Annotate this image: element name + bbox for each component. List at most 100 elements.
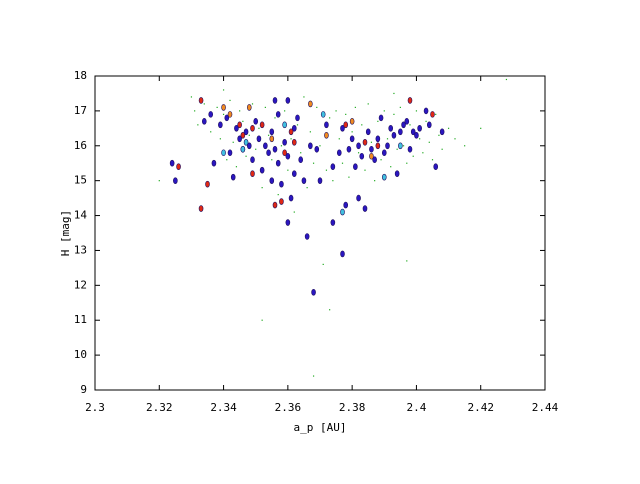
point <box>317 177 323 184</box>
point <box>362 205 368 212</box>
point <box>330 163 336 171</box>
point <box>407 145 413 153</box>
point <box>311 289 316 296</box>
point <box>330 219 336 226</box>
point <box>320 111 326 118</box>
point <box>365 128 371 136</box>
point <box>367 103 369 105</box>
point <box>340 208 345 216</box>
point <box>374 180 376 182</box>
point <box>221 149 226 157</box>
point <box>336 149 342 157</box>
point <box>316 106 318 108</box>
point <box>282 149 287 157</box>
point <box>205 180 210 188</box>
point <box>325 169 328 171</box>
point <box>464 145 466 147</box>
point <box>391 132 397 139</box>
point <box>362 138 368 146</box>
point <box>288 128 294 136</box>
point <box>406 162 408 164</box>
point <box>296 124 299 126</box>
point <box>279 198 284 205</box>
point <box>386 138 389 140</box>
point <box>308 100 313 108</box>
point <box>295 114 300 122</box>
point <box>246 142 252 150</box>
point <box>176 163 181 171</box>
point <box>375 142 381 150</box>
point <box>322 263 324 265</box>
y-tick-label: 12 <box>74 278 87 291</box>
point <box>242 120 244 122</box>
point <box>275 111 281 118</box>
point <box>272 201 278 209</box>
point <box>372 156 377 164</box>
point <box>227 149 233 157</box>
point <box>266 149 271 157</box>
x-tick-label: 2.3 <box>85 401 105 414</box>
point <box>227 111 233 118</box>
point <box>394 170 400 177</box>
point <box>407 97 413 104</box>
point <box>341 162 344 164</box>
point <box>340 250 345 258</box>
point <box>224 114 230 122</box>
point <box>272 97 278 104</box>
point <box>364 169 366 171</box>
point <box>380 159 382 161</box>
point <box>410 128 416 136</box>
point <box>319 145 321 147</box>
point <box>383 110 385 112</box>
point <box>272 145 278 153</box>
point <box>390 166 392 168</box>
point <box>256 135 262 143</box>
point <box>210 131 212 133</box>
x-tick-label: 2.38 <box>339 401 366 414</box>
point <box>377 120 379 122</box>
point <box>190 96 193 98</box>
point <box>324 121 329 129</box>
point <box>250 170 255 177</box>
point <box>369 152 374 160</box>
point <box>232 141 234 143</box>
point <box>246 104 252 111</box>
point <box>203 103 205 105</box>
point <box>417 125 422 132</box>
point <box>415 110 418 112</box>
point <box>243 138 249 146</box>
point <box>216 106 218 108</box>
point <box>290 138 292 140</box>
point <box>303 96 305 98</box>
point <box>245 155 247 157</box>
point <box>255 148 257 150</box>
point <box>298 156 304 164</box>
y-tick-label: 18 <box>74 69 87 82</box>
x-tick-label: 2.42 <box>467 401 494 414</box>
point <box>309 131 311 133</box>
point <box>431 159 434 161</box>
y-tick-label: 15 <box>74 174 87 187</box>
point <box>329 117 331 119</box>
point <box>324 132 329 139</box>
point <box>239 110 241 112</box>
point <box>197 124 199 126</box>
point <box>201 118 207 125</box>
point <box>393 92 395 95</box>
point <box>346 145 352 153</box>
point <box>412 155 414 157</box>
point <box>240 132 246 139</box>
y-tick-label: 13 <box>74 243 87 256</box>
y-tick-label: 14 <box>74 209 88 222</box>
point <box>279 180 284 188</box>
point <box>275 159 281 167</box>
point <box>381 149 387 157</box>
point <box>370 141 373 143</box>
point <box>269 177 275 184</box>
point <box>308 142 313 150</box>
point <box>234 125 239 132</box>
point <box>304 233 310 240</box>
point <box>259 166 265 174</box>
point <box>301 177 307 184</box>
point <box>222 89 225 91</box>
